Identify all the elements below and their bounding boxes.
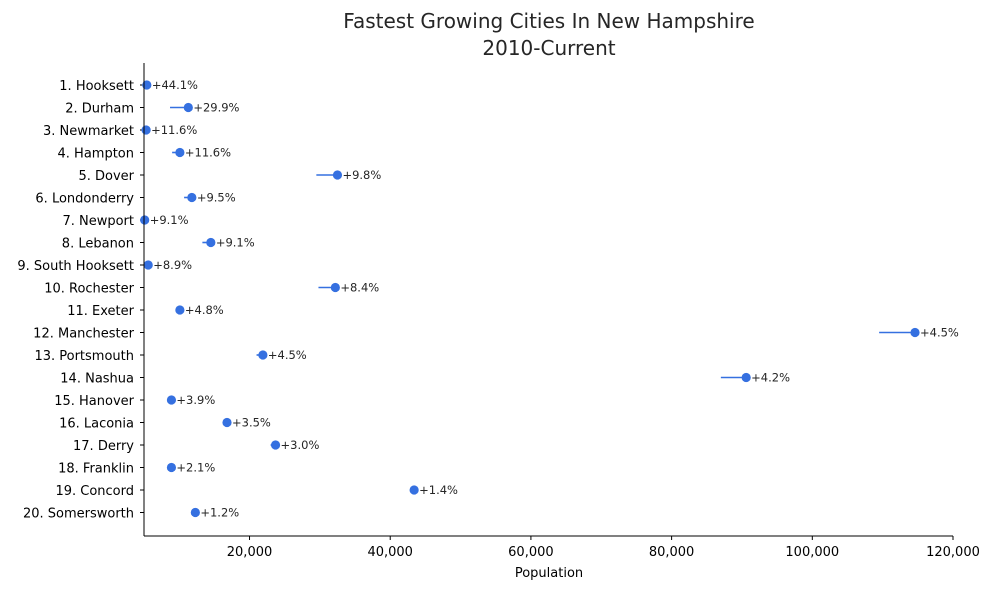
chart-subtitle: 2010-Current xyxy=(482,36,615,60)
city-point xyxy=(330,282,340,293)
growth-label: +8.4% xyxy=(340,281,379,295)
city-point xyxy=(175,147,185,158)
y-tick-label: 5. Dover xyxy=(78,169,134,184)
chart-title: Fastest Growing Cities In New Hampshire xyxy=(343,9,754,33)
y-tick-label: 9. South Hooksett xyxy=(17,259,134,274)
y-tick-label: 19. Concord xyxy=(55,484,134,499)
growth-label: +9.5% xyxy=(197,191,236,205)
x-axis-label: Population xyxy=(515,566,583,581)
growth-label: +4.8% xyxy=(185,303,224,317)
y-tick-label: 20. Somersworth xyxy=(23,507,134,522)
city-point xyxy=(175,305,185,315)
city-point xyxy=(741,372,751,383)
city-point xyxy=(409,485,419,495)
y-tick-label: 11. Exeter xyxy=(67,304,134,319)
x-axis-ticks: 20,000 40,000 60,000 80,000 100,000 120,000 xyxy=(227,536,980,560)
growth-label: +44.1% xyxy=(152,78,198,92)
growth-label: +4.2% xyxy=(751,371,790,385)
city-point xyxy=(142,80,152,90)
x-tick-label: 40,000 xyxy=(367,545,413,560)
growth-label: +1.2% xyxy=(200,506,239,520)
growth-label: +9.1% xyxy=(216,236,255,250)
city-point xyxy=(140,215,150,225)
city-point xyxy=(258,350,268,360)
growth-label: +8.9% xyxy=(153,258,192,272)
growth-label: +9.1% xyxy=(150,213,189,227)
x-tick-label: 80,000 xyxy=(649,545,695,560)
x-tick-label: 20,000 xyxy=(227,545,273,560)
growth-label: +1.4% xyxy=(419,483,458,497)
y-tick-label: 3. Newmarket xyxy=(43,124,134,139)
growth-label: +2.1% xyxy=(176,461,215,475)
city-point xyxy=(187,192,197,203)
y-axis-ticks: 1. Hooksett 2. Durham 3. Newmarket 4. Hampt… xyxy=(17,79,144,522)
growth-label: +11.6% xyxy=(151,123,197,137)
y-tick-label: 13. Portsmouth xyxy=(34,349,134,364)
city-point xyxy=(332,170,343,180)
y-tick-label: 8. Lebanon xyxy=(62,237,134,252)
city-point xyxy=(141,125,151,135)
city-point xyxy=(166,395,177,405)
city-point xyxy=(143,260,153,270)
x-tick-label: 60,000 xyxy=(508,545,554,560)
y-tick-label: 14. Nashua xyxy=(60,372,134,387)
growth-label: +3.0% xyxy=(281,438,320,452)
growth-label: +4.5% xyxy=(268,348,307,362)
y-tick-label: 7. Newport xyxy=(62,214,134,229)
city-point xyxy=(190,507,200,518)
y-tick-label: 10. Rochester xyxy=(44,282,134,297)
y-tick-label: 6. Londonderry xyxy=(35,192,134,207)
growth-label: +3.9% xyxy=(176,393,215,407)
y-tick-label: 16. Laconia xyxy=(59,417,134,432)
city-point xyxy=(270,440,281,450)
y-tick-label: 17. Derry xyxy=(73,439,134,454)
y-tick-label: 15. Hanover xyxy=(54,394,134,409)
y-tick-label: 18. Franklin xyxy=(58,462,134,477)
plot-area: +44.1% +29.9% +11.6% +11.6% +9.8% +9.5% +9.1% +… xyxy=(140,78,959,520)
growth-label: +4.5% xyxy=(920,326,959,340)
growth-label: +11.6% xyxy=(185,146,231,160)
city-point xyxy=(206,237,216,248)
growth-label: +9.8% xyxy=(342,168,381,182)
city-point xyxy=(166,462,177,473)
y-tick-label: 12. Manchester xyxy=(33,327,134,342)
growth-label: +3.5% xyxy=(232,416,271,430)
city-point xyxy=(222,417,232,428)
x-tick-label: 100,000 xyxy=(785,545,839,560)
y-tick-label: 1. Hooksett xyxy=(59,79,134,94)
x-tick-label: 120,000 xyxy=(926,545,980,560)
y-tick-label: 2. Durham xyxy=(65,102,134,117)
city-point xyxy=(910,327,920,338)
y-tick-label: 4. Hampton xyxy=(58,147,134,162)
city-point xyxy=(183,102,193,113)
growth-label: +29.9% xyxy=(193,101,239,115)
